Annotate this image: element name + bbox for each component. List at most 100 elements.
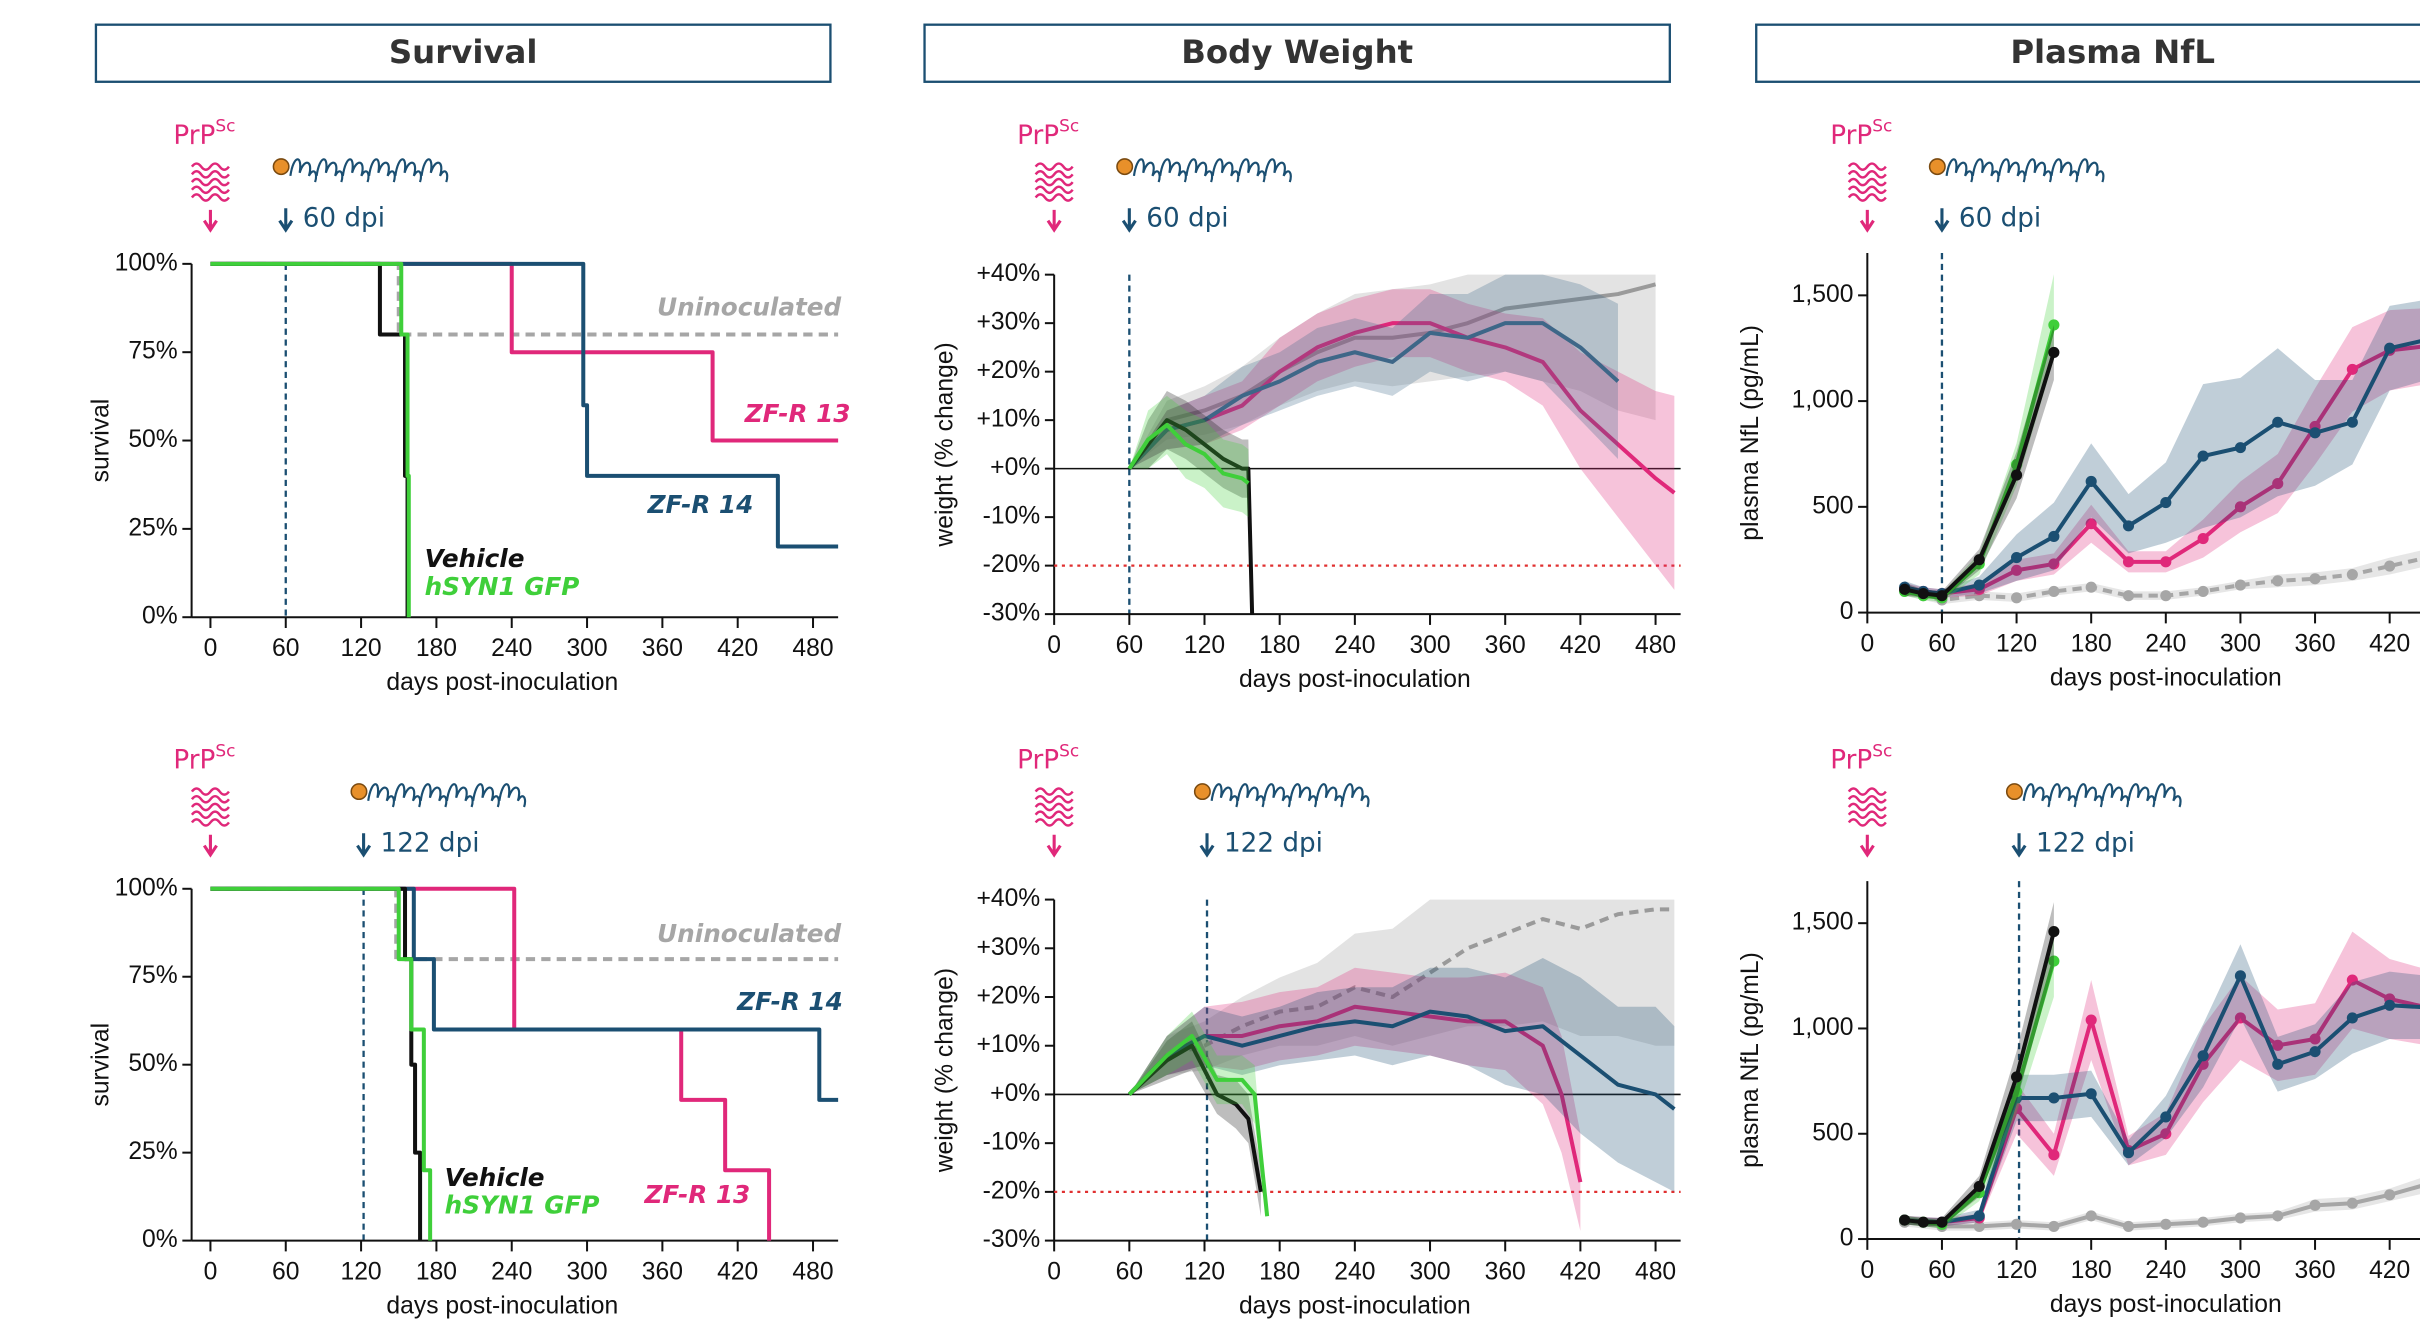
series-line xyxy=(1127,282,1657,470)
x-tick-label: 60 xyxy=(1928,1257,1955,1284)
prion-icon xyxy=(1847,818,1887,827)
x-axis-label: days post-inoculation xyxy=(2050,664,2282,691)
zf-icon xyxy=(1971,158,2000,183)
panel-title-box xyxy=(1755,23,2420,83)
x-tick-label: 0 xyxy=(204,635,218,662)
series-label: ZF-R 14 xyxy=(647,490,754,519)
y-tick-label: 1,500 xyxy=(1792,281,1854,308)
x-tick-label: 360 xyxy=(1485,1259,1526,1286)
zf-icon xyxy=(1928,158,1946,176)
inoculum-text: PrP xyxy=(1830,120,1872,150)
prion-icon xyxy=(190,794,230,804)
point xyxy=(2384,560,2396,572)
point xyxy=(2272,416,2284,428)
prion-icon xyxy=(1034,177,1074,187)
point xyxy=(2160,556,2172,568)
inoculum-text: PrP xyxy=(1017,120,1059,150)
y-tick-label: 0% xyxy=(142,603,178,630)
inoculum-arrow xyxy=(202,209,218,233)
point xyxy=(2048,530,2060,543)
point xyxy=(1917,1216,1929,1228)
dose-label: 60 dpi xyxy=(1146,204,1228,234)
zf-icon xyxy=(367,783,395,808)
dose-label: 122 dpi xyxy=(381,829,480,859)
point xyxy=(2048,319,2060,331)
point xyxy=(2160,1218,2172,1230)
point xyxy=(2309,427,2321,439)
zf-icon xyxy=(1132,158,1161,183)
zf-icon xyxy=(472,783,500,808)
series-line xyxy=(210,886,423,1241)
series-line xyxy=(1904,557,2420,602)
y-tick-label: 25% xyxy=(128,1138,177,1165)
ribbon xyxy=(1904,931,2420,1227)
series-label: ZF-R 13 xyxy=(643,1180,750,1209)
point xyxy=(2048,1092,2060,1104)
y-tick-label: +0% xyxy=(990,1080,1040,1107)
point xyxy=(2048,346,2060,359)
y-axis-label: weight (% change) xyxy=(932,968,959,1173)
inoculum-superscript: Sc xyxy=(1872,117,1892,137)
ribbon xyxy=(1904,550,2420,605)
zf-icon xyxy=(2050,158,2079,183)
ribbon xyxy=(1129,958,1675,1192)
y-tick-label: 500 xyxy=(1812,492,1853,519)
dose-arrow xyxy=(2011,833,2027,858)
y-tick-label: +10% xyxy=(976,406,1040,433)
zf-icon xyxy=(2005,783,2023,801)
x-tick-label: 300 xyxy=(2220,1257,2261,1284)
inoculum-text: PrP xyxy=(173,120,215,150)
x-tick-label: 120 xyxy=(1184,1259,1225,1286)
point xyxy=(2122,1147,2135,1159)
x-tick-label: 480 xyxy=(1635,1259,1676,1286)
y-tick-label: 25% xyxy=(128,514,177,541)
x-tick-label: 420 xyxy=(1560,632,1601,659)
x-tick-label: 360 xyxy=(2294,1257,2335,1284)
point xyxy=(2234,579,2246,591)
series-line xyxy=(1127,1033,1270,1217)
dose-label: 60 dpi xyxy=(303,204,385,234)
x-axis-label: days post-inoculation xyxy=(386,669,618,696)
point xyxy=(2048,585,2060,597)
x-tick-label: 180 xyxy=(2071,1257,2112,1284)
point xyxy=(2011,1071,2023,1083)
prion-icon xyxy=(1847,787,1887,796)
prion-icon xyxy=(1034,787,1074,796)
point xyxy=(2272,478,2284,490)
point xyxy=(2234,970,2246,982)
x-tick-label: 360 xyxy=(642,1259,683,1286)
point xyxy=(2234,1012,2246,1024)
dose-arrow xyxy=(356,833,372,858)
inoculum-arrow xyxy=(1046,209,1062,233)
prion-icon xyxy=(1847,185,1887,195)
y-tick-label: +40% xyxy=(976,260,1040,287)
x-tick-label: 0 xyxy=(1860,1257,1874,1284)
prion-icon xyxy=(190,787,230,796)
dose-arrow xyxy=(278,208,294,233)
series-label: ZF-R 13 xyxy=(744,399,851,428)
ribbon xyxy=(1904,933,2054,1229)
ribbon xyxy=(1904,902,2054,1227)
series-line xyxy=(210,886,772,1241)
point xyxy=(2048,926,2060,938)
inoculum-text: PrP xyxy=(173,745,215,775)
y-tick-label: 1,500 xyxy=(1792,909,1854,936)
x-tick-label: 240 xyxy=(1334,632,1375,659)
zf-icon xyxy=(1210,783,1239,808)
x-tick-label: 180 xyxy=(416,635,457,662)
y-tick-label: -20% xyxy=(983,551,1041,578)
inoculum-superscript: Sc xyxy=(215,117,235,137)
series-line xyxy=(1127,321,1676,495)
prion-icon xyxy=(190,810,230,820)
series-line xyxy=(1127,1009,1676,1111)
point xyxy=(2085,1088,2097,1100)
x-tick-label: 360 xyxy=(2294,630,2335,657)
x-tick-label: 360 xyxy=(1485,632,1526,659)
y-tick-label: 0% xyxy=(142,1226,178,1253)
ribbon xyxy=(1129,967,1581,1231)
y-tick-label: +20% xyxy=(976,983,1040,1010)
zf-icon xyxy=(394,158,423,183)
ribbon xyxy=(1129,289,1675,590)
panel-title-box xyxy=(94,23,832,83)
